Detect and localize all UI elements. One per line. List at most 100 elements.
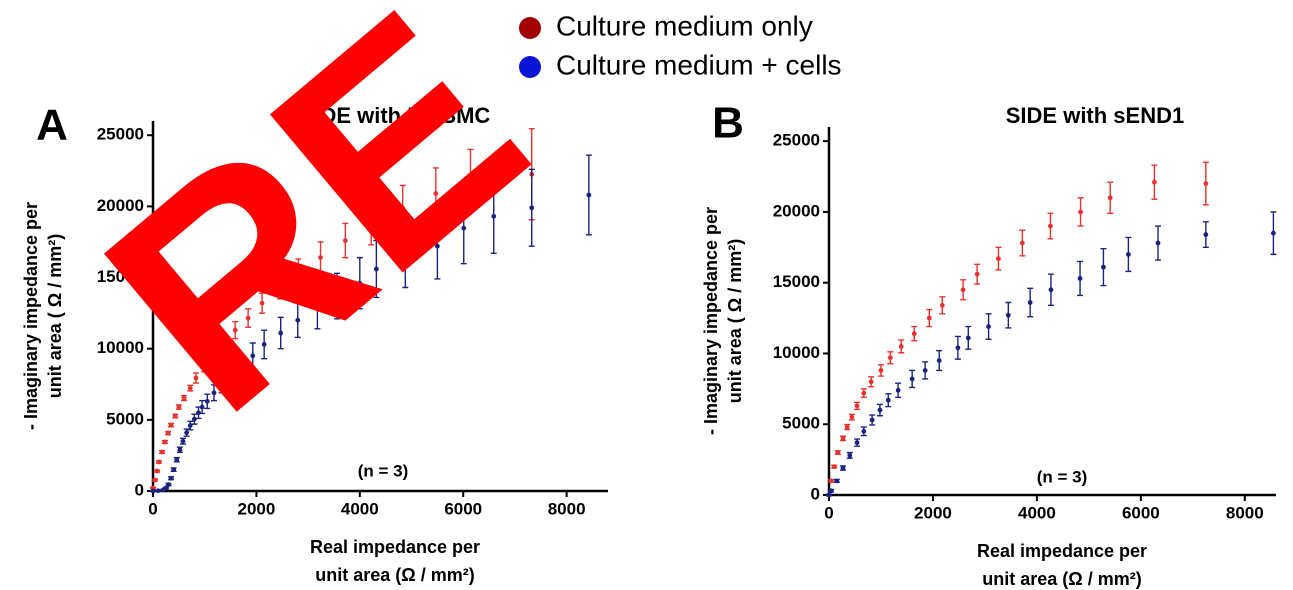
- point: [163, 485, 169, 491]
- point: [885, 397, 891, 403]
- y-tick-label: 25000: [97, 125, 144, 144]
- point: [844, 424, 850, 430]
- point: [210, 352, 216, 358]
- y-tick-label: 0: [811, 484, 820, 503]
- point: [245, 315, 251, 321]
- point: [840, 435, 846, 441]
- point: [177, 447, 183, 453]
- point: [922, 368, 928, 373]
- x-tick-label: 8000: [548, 499, 586, 518]
- point: [1048, 287, 1054, 293]
- point: [204, 398, 210, 404]
- panel-label: A: [36, 101, 68, 150]
- x-tick-label: 6000: [444, 499, 482, 518]
- point: [840, 465, 846, 471]
- point: [227, 371, 232, 377]
- point: [166, 482, 171, 487]
- point: [868, 379, 874, 385]
- point: [847, 452, 853, 458]
- point: [926, 315, 932, 321]
- point: [898, 343, 904, 349]
- point: [986, 324, 991, 329]
- point: [259, 300, 265, 306]
- x-axis-label: unit area (Ω / mm²): [315, 565, 474, 585]
- point: [1203, 232, 1209, 237]
- x-tick-label: 2000: [237, 499, 275, 518]
- point: [529, 205, 535, 211]
- point: [168, 422, 174, 428]
- point: [965, 335, 971, 341]
- point: [368, 222, 374, 228]
- point: [1155, 240, 1161, 246]
- y-tick-label: 15000: [97, 267, 144, 286]
- point: [1005, 312, 1011, 318]
- point: [221, 339, 227, 345]
- y-tick-label: 10000: [97, 338, 144, 357]
- point: [854, 440, 860, 446]
- point: [468, 175, 473, 181]
- watermark: RE: [46, 0, 581, 474]
- point: [434, 243, 440, 249]
- y-axis-label: - Imaginary impedance per: [21, 202, 41, 430]
- point: [171, 467, 177, 473]
- point: [156, 459, 162, 465]
- point: [887, 355, 893, 361]
- point: [342, 238, 348, 243]
- point: [861, 428, 867, 434]
- point: [854, 403, 860, 409]
- point: [191, 416, 197, 422]
- point: [187, 385, 193, 391]
- point: [586, 192, 592, 198]
- point: [909, 376, 915, 382]
- y-tick-label: 10000: [773, 343, 820, 362]
- point: [1107, 195, 1113, 201]
- point: [180, 438, 186, 444]
- x-tick-label: 6000: [1122, 503, 1160, 522]
- y-tick-label: 20000: [97, 196, 144, 215]
- y-tick-label: 0: [135, 480, 144, 499]
- point: [250, 353, 256, 359]
- point: [1125, 251, 1131, 257]
- point: [936, 358, 942, 363]
- point: [402, 253, 408, 259]
- y-axis-label: - Imaginary impedance per: [701, 207, 721, 435]
- point: [826, 492, 832, 498]
- point: [152, 477, 158, 483]
- point: [174, 457, 180, 463]
- y-axis-label: unit area ( Ω / mm²): [725, 239, 745, 403]
- point: [960, 287, 966, 293]
- point: [835, 450, 841, 455]
- point: [878, 368, 884, 373]
- y-tick-label: 5000: [106, 409, 144, 428]
- chart-title: SIDE with sEND1: [1006, 103, 1184, 128]
- point: [895, 387, 901, 393]
- point: [1048, 223, 1053, 229]
- x-axis-label: Real impedance per: [310, 537, 480, 557]
- point: [849, 414, 855, 420]
- point: [154, 468, 160, 474]
- point: [373, 266, 379, 272]
- x-axis-label: Real impedance per: [977, 541, 1147, 561]
- point: [1077, 276, 1083, 281]
- legend-marker: [519, 56, 541, 78]
- point: [196, 410, 201, 416]
- x-tick-label: 8000: [1226, 503, 1264, 522]
- point: [211, 390, 217, 396]
- point: [155, 488, 161, 494]
- point: [939, 302, 945, 308]
- point: [974, 271, 980, 277]
- point: [357, 280, 363, 286]
- y-tick-label: 15000: [773, 272, 820, 291]
- x-tick-label: 4000: [1018, 503, 1056, 522]
- point: [181, 395, 187, 401]
- x-tick-label: 4000: [341, 499, 379, 518]
- point: [869, 417, 875, 423]
- point: [235, 364, 241, 369]
- x-axis-label: unit area (Ω / mm²): [982, 569, 1141, 589]
- x-tick-label: 0: [148, 499, 157, 518]
- y-tick-label: 25000: [773, 131, 820, 150]
- point: [1027, 300, 1033, 305]
- point: [278, 330, 284, 336]
- point: [1101, 264, 1106, 270]
